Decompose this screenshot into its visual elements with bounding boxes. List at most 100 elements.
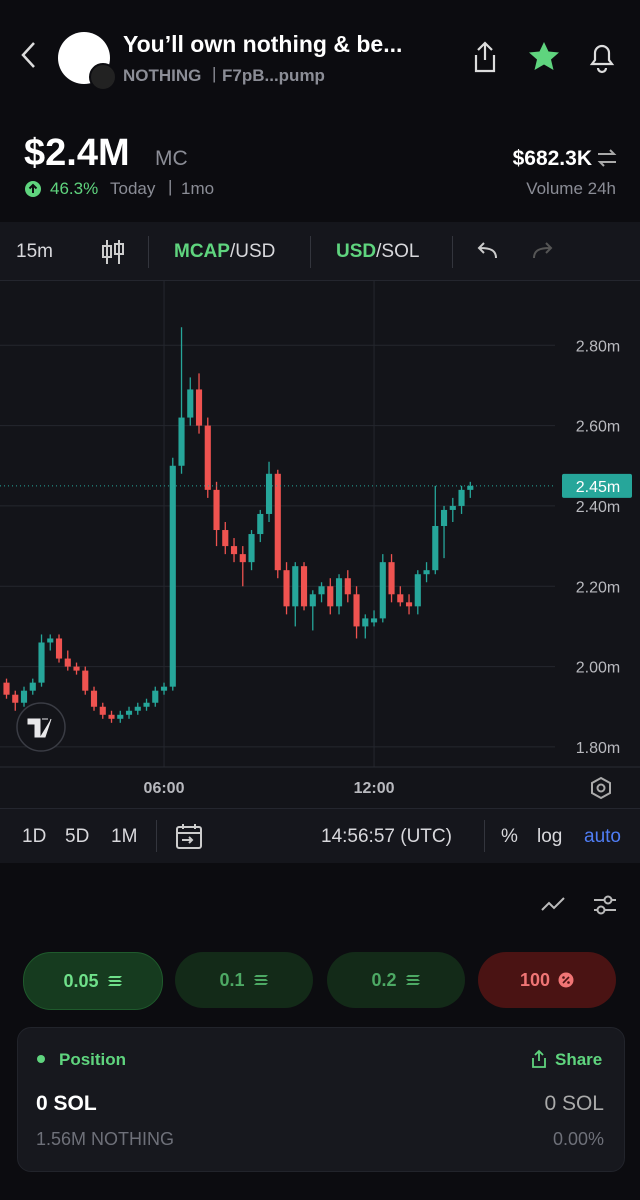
candle-body [125, 710, 133, 715]
change: 46.3% [50, 179, 99, 198]
candle-body [195, 389, 203, 426]
candle-body [3, 682, 10, 695]
candle-body [239, 554, 246, 563]
y-tick-label: 2.60m [576, 419, 620, 436]
position-card [17, 1027, 625, 1172]
candle-body [204, 425, 211, 490]
candle-body [117, 714, 124, 719]
back-icon[interactable] [18, 40, 40, 70]
settings-icon[interactable] [592, 892, 618, 918]
divider: | [212, 64, 217, 83]
candle-body [213, 489, 220, 531]
candle-body [379, 562, 386, 619]
mcap-toggle[interactable]: MCAP/USD [174, 241, 275, 263]
candle-body [143, 702, 150, 707]
share-link[interactable]: Share [555, 1050, 603, 1069]
mc-label: MC [155, 147, 188, 170]
candle-body [38, 642, 45, 683]
sol-balance: 0 SOL [36, 1092, 97, 1115]
candle-body [73, 666, 80, 671]
candle-body [20, 690, 28, 703]
candle-body [300, 566, 308, 607]
chart-bottom-bar [0, 808, 640, 863]
candle-body [449, 505, 456, 510]
candle-icon[interactable] [100, 238, 126, 266]
candle-body [178, 417, 185, 466]
sol-icon [253, 975, 268, 985]
buy-button[interactable]: 0.1 [175, 952, 313, 1008]
candle-body [309, 594, 316, 607]
candle-body [82, 670, 89, 691]
undo-icon[interactable] [474, 240, 500, 262]
candle-body [90, 690, 98, 707]
candle-body [362, 618, 369, 627]
amount: 0.05 [63, 970, 99, 991]
candle-body [29, 682, 36, 691]
buy-button[interactable]: 0.2 [327, 952, 465, 1008]
log-toggle[interactable]: log [537, 826, 563, 847]
percent-toggle[interactable]: % [501, 826, 518, 847]
candle-body [423, 570, 430, 575]
candle-body [283, 570, 290, 607]
candle-body [353, 594, 360, 627]
date-range-icon[interactable] [174, 822, 204, 850]
settings-dot [596, 783, 606, 793]
position-title: Position [59, 1050, 127, 1069]
y-tick-label: 2.00m [576, 660, 620, 677]
candle-body [55, 638, 63, 659]
last-price-label: 2.45m [576, 479, 620, 496]
candle-body [134, 706, 141, 711]
volume-label: Volume 24h [526, 179, 616, 198]
last-price-box [562, 473, 632, 498]
bell-icon[interactable] [586, 40, 618, 74]
interval[interactable]: 15m [16, 241, 53, 262]
candle-body [257, 513, 264, 535]
share-icon[interactable] [470, 40, 500, 74]
buy-button[interactable]: 0.05 [23, 952, 163, 1010]
y-tick-label: 2.20m [576, 579, 620, 596]
range-5d[interactable]: 5D [65, 826, 90, 847]
percent-icon [558, 972, 574, 988]
sol-value: 0 SOL [544, 1092, 604, 1115]
y-tick-label: 2.80m [576, 338, 620, 355]
period: Today [110, 179, 156, 198]
line-chart-icon[interactable] [540, 894, 566, 916]
range-1d[interactable]: 1D [22, 826, 47, 847]
market-cap: $2.4M [24, 132, 130, 174]
auto-toggle[interactable]: auto [584, 826, 621, 847]
candle-body [265, 473, 273, 514]
pnl-percent: 0.00% [552, 1129, 604, 1149]
candle-body [222, 530, 229, 547]
sol-icon [107, 976, 122, 986]
separator [310, 236, 311, 268]
candle-body [248, 534, 255, 563]
candle-body [397, 594, 404, 603]
swap-icon[interactable] [596, 148, 618, 168]
candle-body [467, 485, 474, 490]
chart: 1.80m 2.00m 2.20m 2.40m 2.60m 2.80m 06:00 12:00… [0, 281, 640, 808]
candle-body [108, 714, 115, 719]
candle-body [405, 602, 413, 607]
range-1m[interactable]: 1M [111, 826, 138, 847]
address[interactable]: F7pB...pump [222, 66, 325, 85]
share-icon[interactable] [530, 1049, 548, 1069]
candle-body [169, 465, 176, 687]
redo-icon [533, 242, 553, 259]
star-icon[interactable] [527, 40, 561, 72]
token-balance: 1.56M NOTHING [36, 1129, 175, 1149]
sell-button[interactable]: 100 [478, 952, 616, 1008]
candle-body [12, 694, 19, 703]
tv-logo [27, 718, 52, 738]
candle-body [64, 658, 71, 667]
candle-body [99, 706, 106, 715]
candle-body [370, 618, 378, 623]
y-tick-label: 1.80m [576, 740, 620, 757]
y-tick-label: 2.40m [576, 499, 620, 516]
candle-body [327, 586, 334, 607]
usd-quote: /SOL [376, 241, 420, 262]
usd-toggle[interactable]: USD/SOL [336, 241, 419, 263]
candle-body [318, 586, 325, 595]
separator [148, 236, 149, 268]
ticker: NOTHING [123, 66, 202, 85]
